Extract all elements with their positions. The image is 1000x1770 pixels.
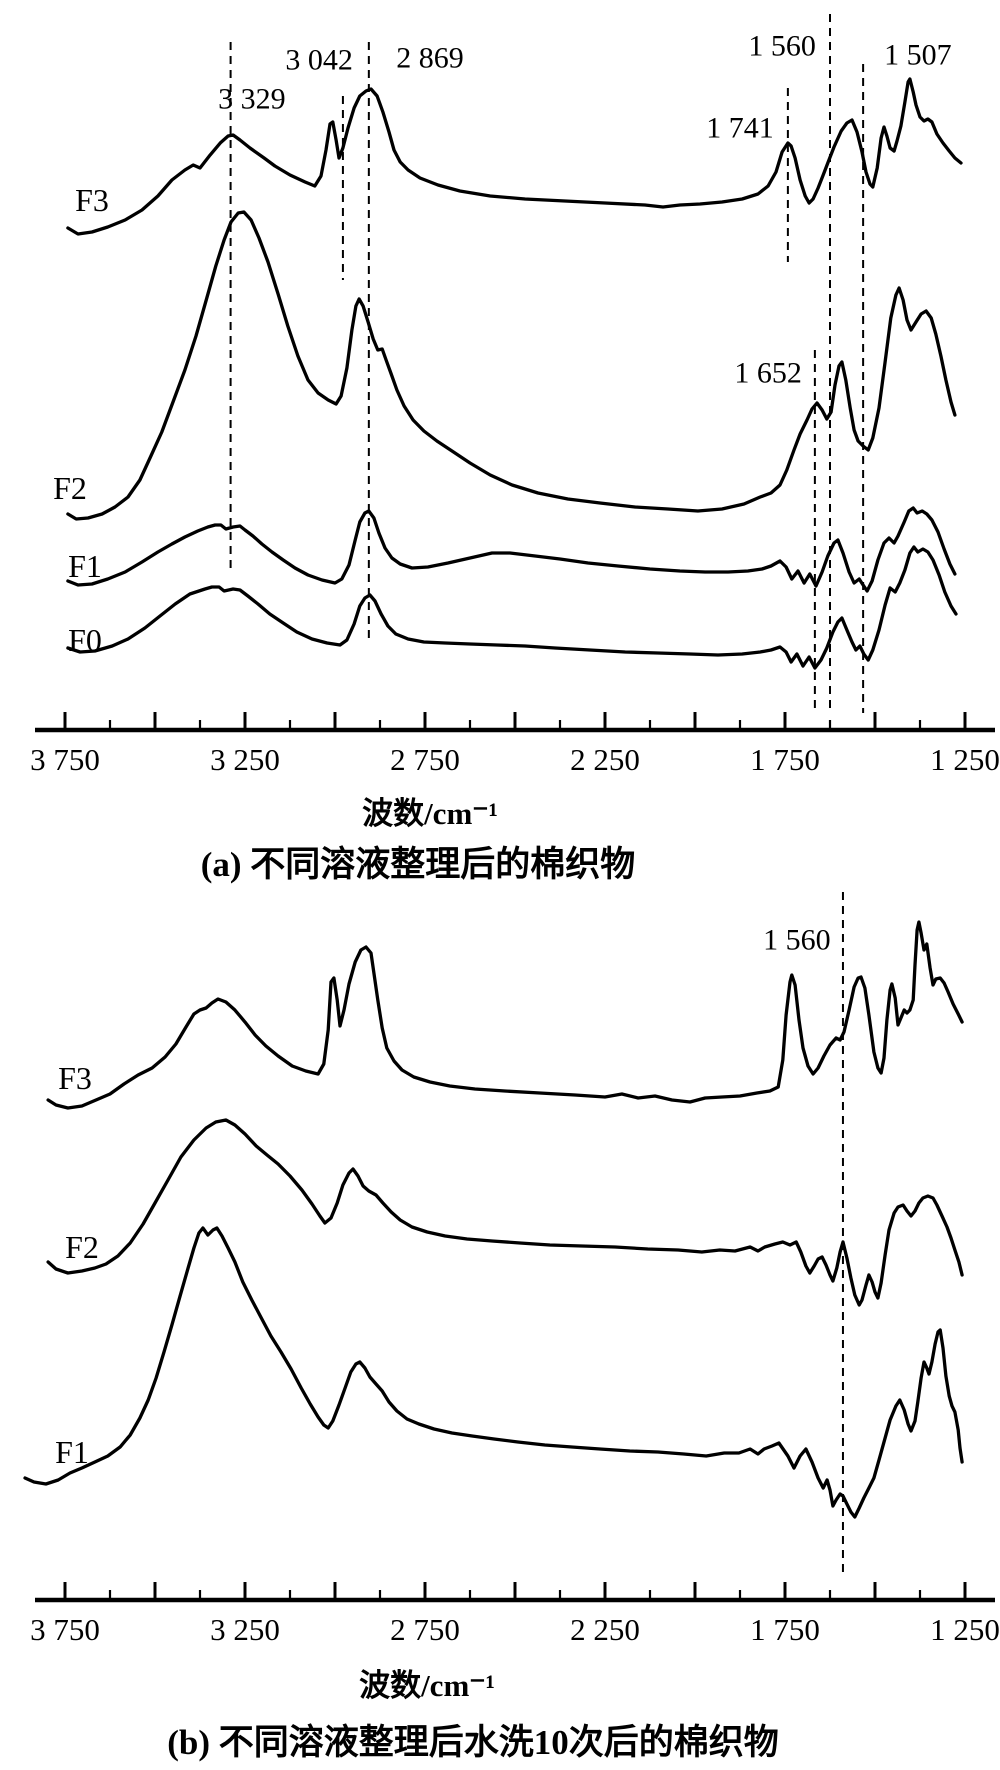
panel-b-x-axis-label: 波数/cm⁻¹ <box>359 1668 495 1703</box>
series-label-F2-a: F2 <box>53 470 87 506</box>
series-label-F0-a: F0 <box>68 622 102 658</box>
peak-label-1507-a: 1 507 <box>884 39 952 72</box>
peak-label-3042-a: 3 042 <box>285 44 353 77</box>
series-label-F3-a: F3 <box>75 182 109 218</box>
peak-label-1652-a: 1 652 <box>734 357 802 390</box>
series-label-F1-b: F1 <box>55 1434 89 1470</box>
peak-label-2869-a: 2 869 <box>396 42 464 75</box>
tick-label-2250-b: 2 250 <box>570 1612 640 1647</box>
spectrum-F0-a <box>66 545 958 670</box>
tick-label-1750-a: 1 750 <box>750 742 820 777</box>
tick-label-1250-a: 1 250 <box>930 742 1000 777</box>
tick-label-1750-b: 1 750 <box>750 1612 820 1647</box>
tick-label-3750-a: 3 750 <box>30 742 100 777</box>
spectrum-F2-a <box>66 210 957 521</box>
tick-label-1250-b: 1 250 <box>930 1612 1000 1647</box>
series-label-F2-b: F2 <box>65 1229 99 1265</box>
tick-label-3750-b: 3 750 <box>30 1612 100 1647</box>
spectrum-F2-b <box>46 1118 964 1307</box>
tick-label-2750-b: 2 750 <box>390 1612 460 1647</box>
panel-a-x-axis-label: 波数/cm⁻¹ <box>362 796 498 831</box>
peak-label-1560-b: 1 560 <box>763 924 831 957</box>
series-label-F3-b: F3 <box>58 1060 92 1096</box>
series-label-F1-a: F1 <box>68 548 102 584</box>
tick-label-3250-b: 3 250 <box>210 1612 280 1647</box>
peak-label-3329-a: 3 329 <box>218 83 286 116</box>
spectrum-F1-b <box>23 1226 964 1519</box>
peak-label-1560-a: 1 560 <box>748 30 816 63</box>
spectrum-F3-b <box>46 920 964 1110</box>
peak-label-1741-a: 1 741 <box>706 112 774 145</box>
panel-b-caption: (b) 不同溶液整理后水洗10次后的棉织物 <box>167 1723 779 1762</box>
spectrum-F3-a <box>66 77 963 236</box>
spectrum-F1-a <box>66 506 957 593</box>
tick-label-2250-a: 2 250 <box>570 742 640 777</box>
tick-label-3250-a: 3 250 <box>210 742 280 777</box>
panel-a-caption: (a) 不同溶液整理后的棉织物 <box>200 845 636 884</box>
tick-label-2750-a: 2 750 <box>390 742 460 777</box>
